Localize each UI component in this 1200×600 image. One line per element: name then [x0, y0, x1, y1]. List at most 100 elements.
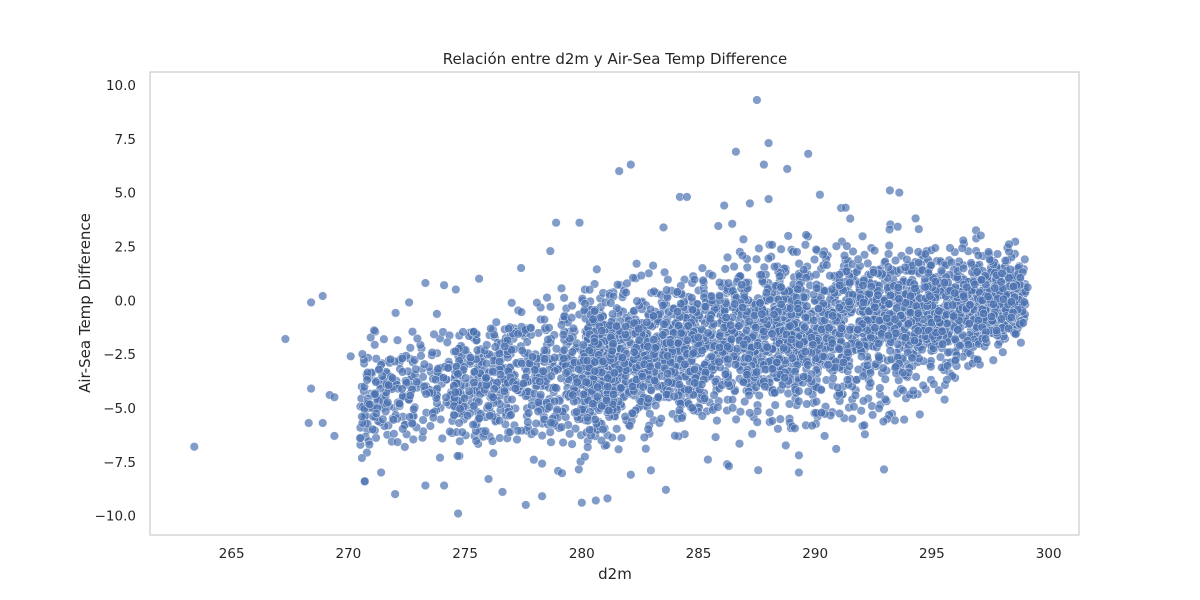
data-point: [894, 188, 904, 198]
data-point: [983, 291, 993, 302]
data-point: [689, 348, 699, 358]
data-point: [544, 323, 554, 333]
data-point: [753, 465, 763, 475]
data-point: [756, 270, 766, 280]
data-point: [834, 344, 844, 354]
data-point: [420, 480, 430, 491]
data-point: [990, 283, 1000, 293]
data-point: [730, 299, 740, 309]
data-point: [622, 278, 632, 288]
data-point: [958, 235, 968, 245]
data-point: [663, 351, 673, 361]
data-point: [787, 334, 797, 344]
data-point: [674, 380, 684, 390]
data-point: [437, 433, 447, 443]
data-point: [988, 299, 998, 309]
data-point: [673, 338, 683, 348]
data-point: [574, 464, 584, 474]
data-point: [482, 340, 492, 350]
data-point: [773, 424, 783, 434]
data-point: [853, 254, 863, 264]
data-point: [617, 353, 627, 363]
data-point: [407, 419, 417, 429]
data-point: [648, 311, 658, 321]
data-point: [722, 252, 733, 262]
data-point: [885, 346, 895, 356]
data-point: [754, 243, 764, 253]
data-point: [715, 331, 725, 341]
data-point: [891, 328, 901, 338]
data-point: [441, 392, 451, 402]
data-point: [578, 340, 588, 350]
x-tick-label: 270: [336, 546, 362, 562]
data-point: [537, 491, 547, 501]
data-point: [1000, 256, 1010, 266]
data-point: [998, 294, 1009, 304]
data-point: [609, 368, 619, 378]
data-point: [859, 420, 869, 430]
data-point: [641, 444, 651, 454]
data-point: [800, 312, 810, 322]
data-point: [816, 385, 826, 395]
data-point: [735, 407, 745, 417]
data-point: [726, 320, 736, 330]
data-point: [714, 291, 725, 301]
data-point: [955, 341, 965, 351]
data-point: [800, 240, 810, 250]
data-point: [882, 313, 892, 323]
data-point: [583, 442, 593, 452]
data-point: [381, 406, 391, 416]
data-point: [625, 421, 635, 431]
data-point: [737, 251, 748, 261]
data-point: [539, 315, 549, 325]
data-point: [875, 383, 885, 393]
data-point: [767, 416, 777, 426]
data-point: [443, 363, 453, 373]
data-point: [801, 273, 811, 283]
y-tick-label: 10.0: [106, 78, 136, 94]
data-point: [383, 397, 393, 407]
data-point: [707, 270, 717, 281]
data-point: [859, 250, 870, 260]
data-point: [546, 418, 556, 428]
data-point: [883, 249, 894, 259]
data-point: [992, 249, 1003, 259]
data-point: [942, 375, 952, 385]
data-point: [536, 390, 546, 400]
data-point: [933, 314, 943, 324]
data-point: [528, 352, 538, 362]
data-point: [689, 364, 699, 375]
data-point: [680, 359, 690, 369]
data-point: [632, 259, 642, 269]
data-point: [507, 394, 517, 405]
data-point: [900, 333, 910, 343]
data-point: [589, 337, 600, 347]
data-point: [782, 164, 792, 174]
data-point: [986, 312, 997, 322]
data-point: [898, 385, 908, 396]
data-point: [602, 493, 613, 503]
data-point: [853, 324, 863, 335]
data-point: [1008, 282, 1018, 292]
data-point: [683, 321, 693, 331]
data-point: [530, 365, 540, 375]
data-point: [884, 299, 894, 309]
data-point: [950, 288, 960, 298]
data-point: [588, 399, 598, 409]
data-point: [807, 421, 817, 431]
data-point: [745, 198, 755, 208]
data-point: [781, 440, 791, 450]
data-point: [682, 192, 692, 202]
data-point: [474, 413, 484, 423]
data-point: [843, 347, 853, 358]
data-point: [454, 418, 464, 428]
data-point: [556, 283, 567, 293]
data-point: [521, 500, 531, 510]
data-point: [905, 308, 915, 318]
data-point: [371, 377, 381, 387]
data-point: [803, 149, 813, 159]
data-point: [831, 444, 841, 454]
data-point: [590, 415, 600, 425]
data-point: [929, 379, 939, 389]
x-tick-label: 280: [569, 546, 595, 562]
